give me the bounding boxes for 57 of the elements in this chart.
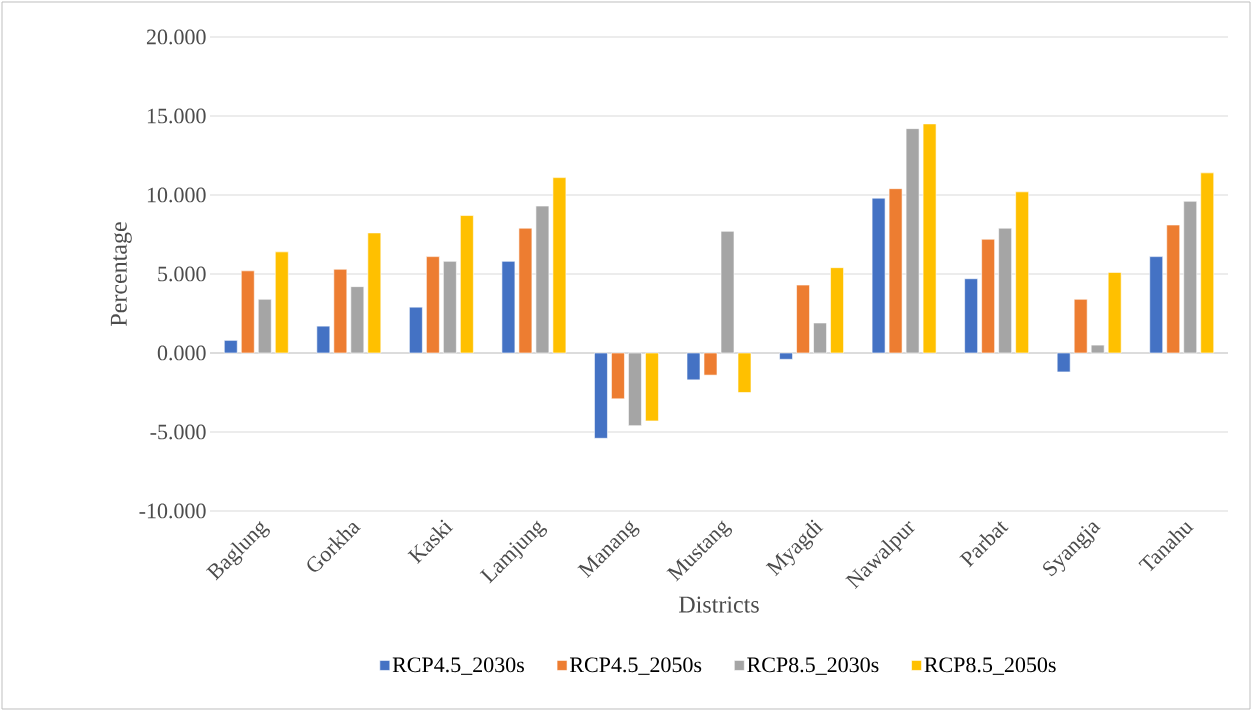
y-tick-label: 15.000 (147, 108, 206, 124)
bar (703, 352, 718, 376)
bar (796, 284, 810, 354)
bar (720, 231, 735, 354)
bar (552, 177, 567, 354)
bar (981, 238, 995, 354)
bar (1183, 201, 1198, 354)
bar (1015, 191, 1029, 354)
bar (686, 352, 701, 381)
bar (316, 325, 331, 354)
bar (1073, 298, 1088, 354)
bar (274, 251, 289, 354)
bar (240, 270, 255, 354)
bar (460, 215, 474, 354)
bar (501, 261, 516, 354)
bar (905, 128, 920, 354)
bar (888, 188, 903, 354)
bar (1056, 352, 1071, 373)
bar (223, 340, 238, 354)
bar (628, 352, 642, 426)
bar (737, 352, 752, 393)
bar (367, 232, 382, 354)
bar (1090, 344, 1105, 354)
y-tick-label: 20.000 (146, 29, 206, 45)
bar (1149, 256, 1164, 354)
legend-label: RCP8.5_2030s (747, 657, 879, 675)
bar (645, 352, 659, 422)
bar (1107, 272, 1122, 354)
bar (779, 352, 793, 360)
bar (813, 322, 827, 354)
legend-label: RCP4.5_2050s (569, 657, 702, 675)
y-axis-title: Percentage (110, 222, 132, 326)
bar (964, 278, 978, 354)
y-tick-label: 10.000 (147, 187, 206, 203)
bar (333, 268, 348, 354)
bar (830, 267, 844, 354)
x-axis-title: Districts (679, 596, 759, 613)
y-tick-label: -5.000 (150, 424, 206, 440)
bar (871, 197, 886, 354)
legend-label: RCP4.5_2030s (392, 657, 524, 675)
bar (350, 286, 365, 354)
y-tick-label: 0.000 (157, 345, 206, 361)
bar (611, 352, 625, 400)
bar (922, 123, 937, 354)
bar (998, 227, 1012, 354)
bar (518, 227, 533, 354)
bar (426, 256, 440, 354)
bar (535, 205, 550, 354)
legend-label: RCP8.5_2050s (924, 657, 1056, 675)
bar (443, 261, 457, 354)
bar (257, 298, 272, 354)
bar (594, 352, 608, 439)
bar (1200, 172, 1215, 354)
bar (1166, 224, 1181, 354)
y-tick-label: -10.000 (139, 503, 206, 519)
bar (409, 306, 423, 354)
y-tick-label: 5.000 (158, 266, 206, 282)
